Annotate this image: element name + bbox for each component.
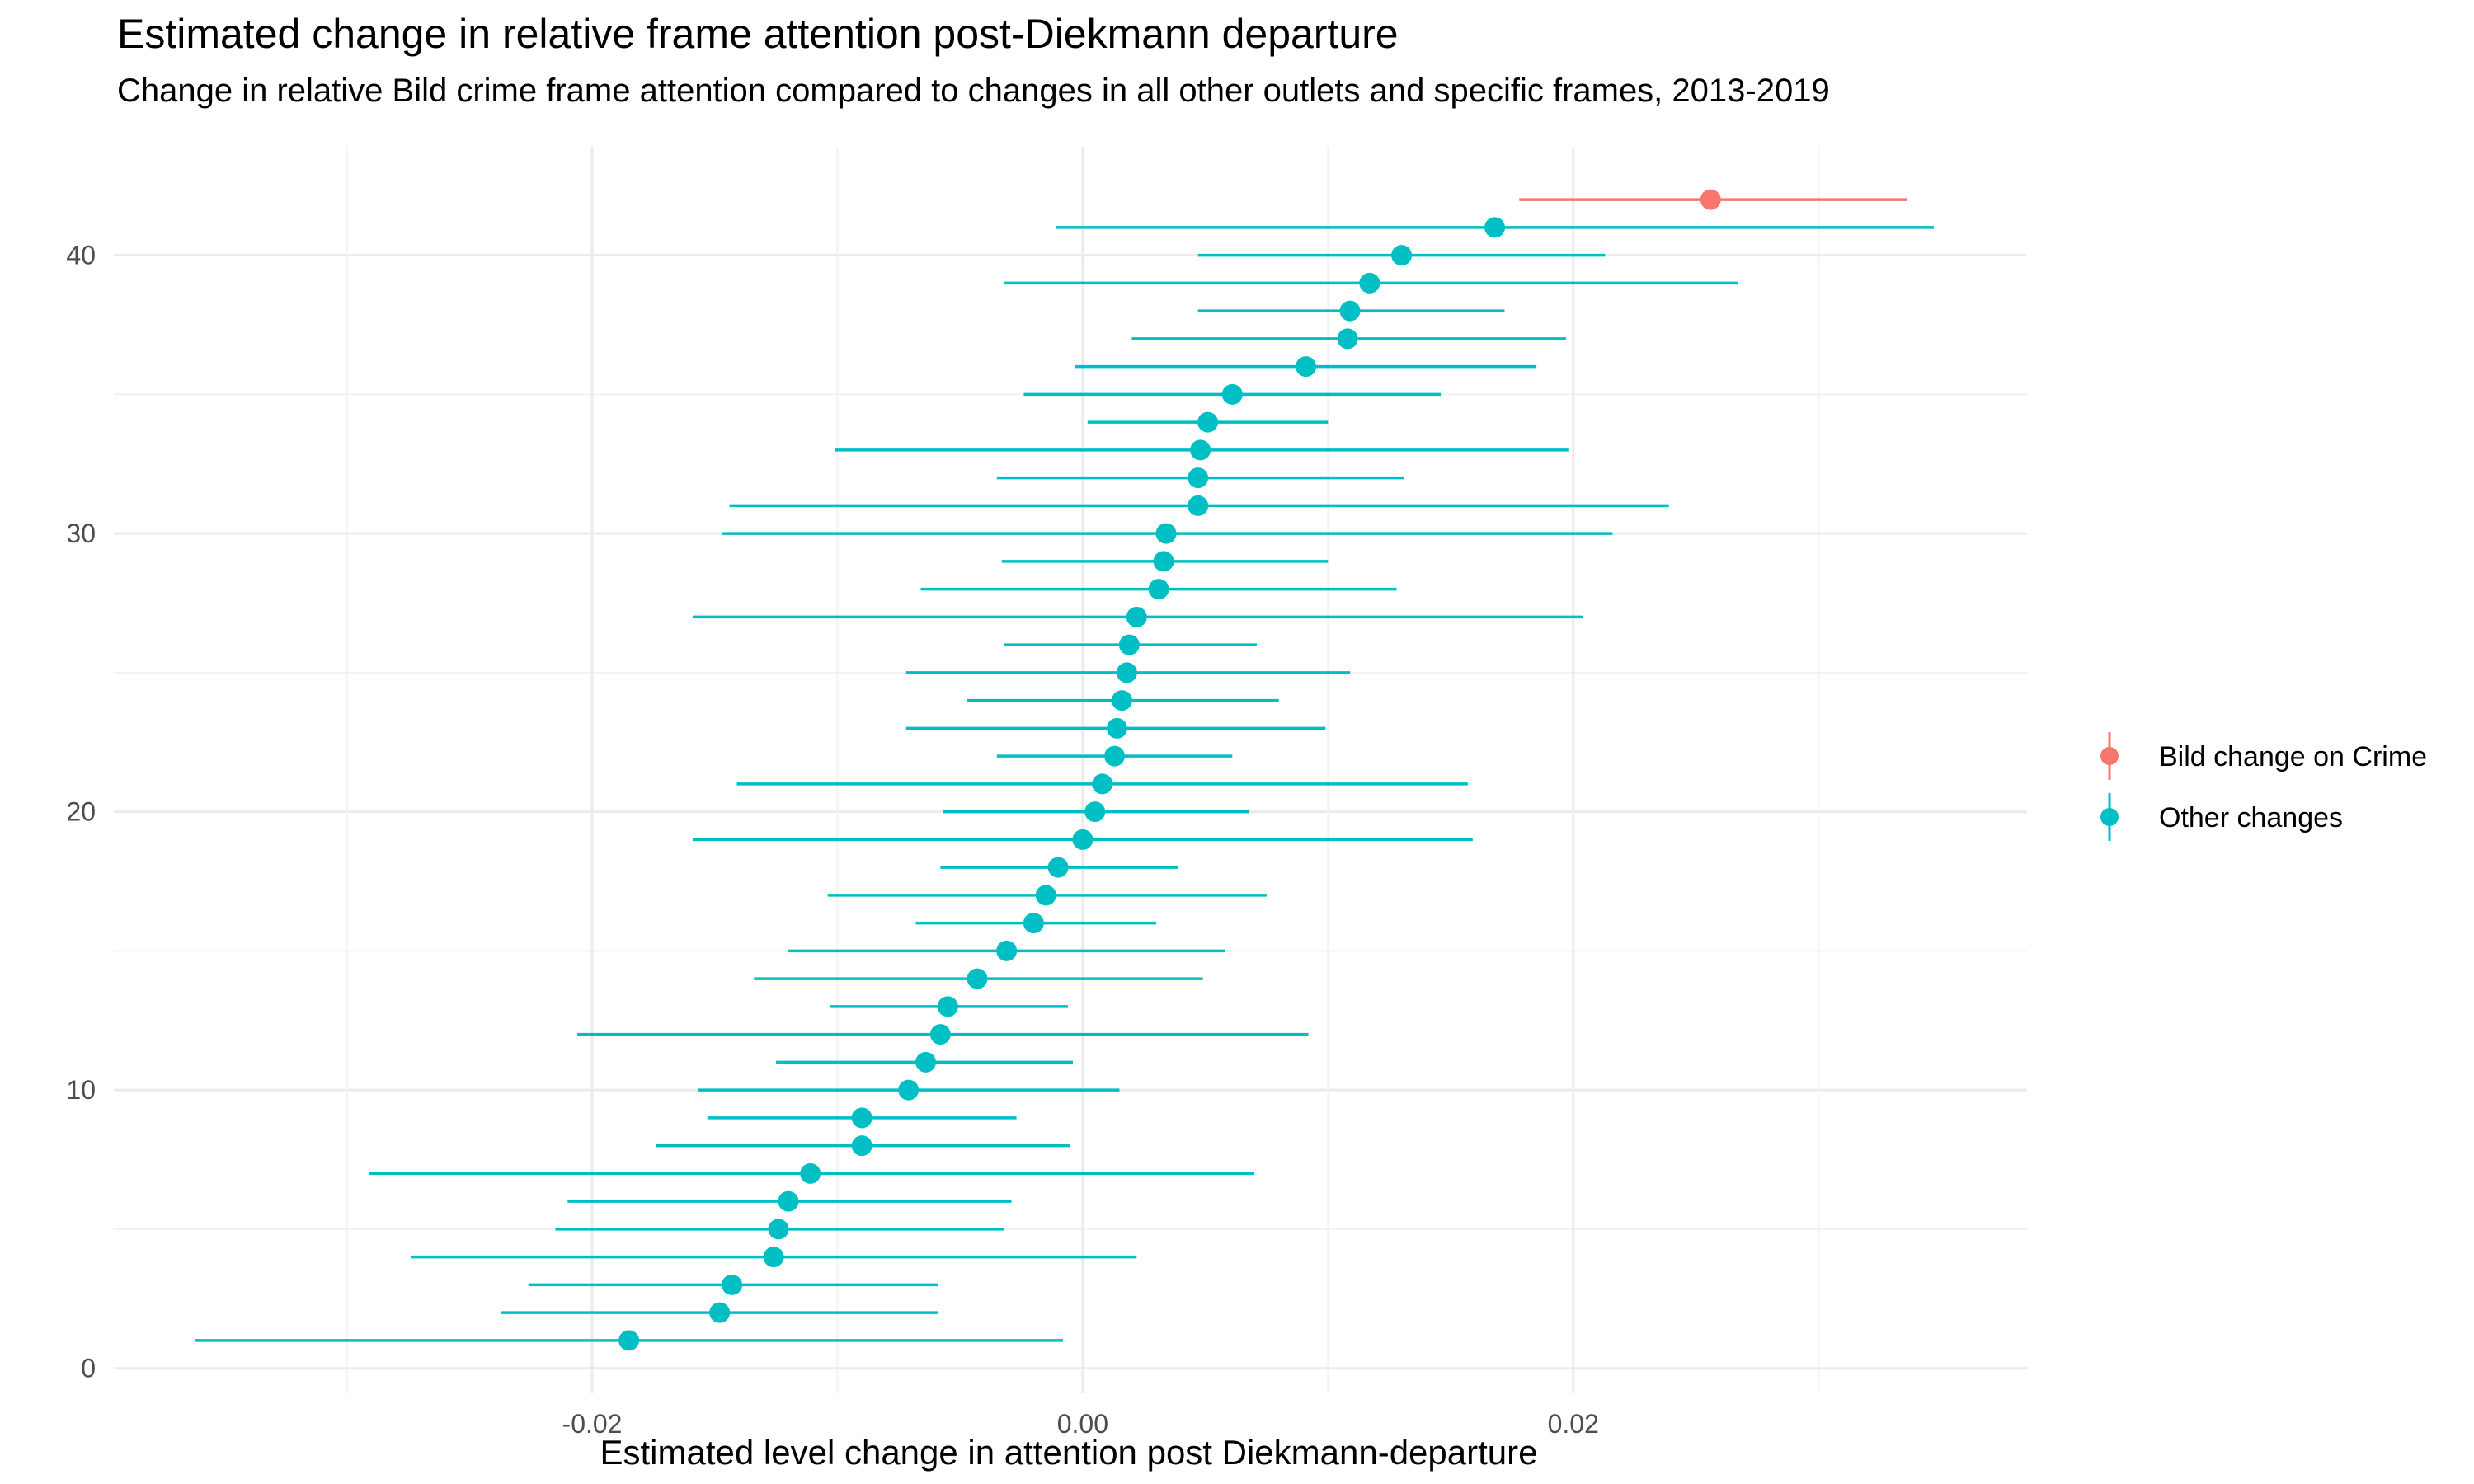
data-point [1188, 495, 1209, 516]
data-point [1107, 717, 1128, 739]
grid-layer [114, 147, 2027, 1393]
y-tick-label: 10 [66, 1075, 96, 1105]
x-tick-label: 0.00 [1057, 1409, 1108, 1439]
axis-layer: Estimated level change in attention post… [66, 241, 1598, 1472]
data-point [800, 1162, 821, 1184]
legend-label: Bild change on Crime [2159, 741, 2427, 773]
data-point [1023, 913, 1044, 934]
x-tick-label: -0.02 [562, 1409, 623, 1439]
data-layer [195, 189, 1934, 1351]
data-point [1035, 885, 1056, 906]
x-tick-label: 0.02 [1548, 1409, 1599, 1439]
y-tick-label: 30 [66, 519, 96, 548]
data-point [778, 1190, 799, 1212]
data-point [898, 1079, 920, 1101]
data-point [1188, 467, 1209, 489]
data-point [1190, 439, 1211, 461]
data-point [1359, 272, 1380, 294]
data-point [1700, 189, 1721, 210]
data-point [1126, 606, 1147, 627]
legend-item-bild-change: Bild change on Crime [2100, 732, 2427, 780]
data-point [851, 1107, 872, 1129]
data-point [722, 1274, 743, 1295]
data-point [1111, 690, 1132, 711]
data-point [709, 1302, 731, 1323]
data-point [1118, 634, 1140, 655]
data-point [763, 1247, 784, 1268]
data-point [1155, 523, 1177, 544]
data-point [618, 1330, 640, 1351]
legend-key-dot [2100, 747, 2119, 765]
y-tick-label: 40 [66, 241, 96, 270]
data-point [1148, 579, 1169, 600]
y-tick-label: 20 [66, 797, 96, 827]
legend-key-dot [2100, 808, 2119, 826]
data-point [1153, 551, 1174, 572]
data-point [937, 996, 958, 1017]
legend-label: Other changes [2159, 802, 2343, 834]
data-point [1339, 300, 1361, 322]
x-axis-title: Estimated level change in attention post… [600, 1433, 1538, 1472]
chart-subtitle: Change in relative Bild crime frame atte… [117, 73, 1830, 109]
y-tick-label: 0 [81, 1354, 96, 1383]
data-point [1072, 829, 1094, 850]
legend: Bild change on Crime Other changes [2100, 732, 2427, 841]
data-point [1104, 745, 1126, 767]
data-point [967, 968, 988, 989]
legend-item-other-changes: Other changes [2100, 793, 2343, 841]
data-point [1084, 801, 1106, 823]
data-point [1296, 356, 1317, 378]
data-point [1047, 857, 1069, 878]
data-point [851, 1135, 872, 1157]
data-point [996, 940, 1018, 961]
data-point [1221, 383, 1243, 405]
data-point [1092, 773, 1113, 795]
data-point [1484, 217, 1506, 238]
data-point [915, 1051, 937, 1073]
data-point [929, 1024, 951, 1045]
chart-title: Estimated change in relative frame atten… [117, 11, 1399, 57]
data-point [1197, 411, 1219, 433]
data-point [1116, 662, 1137, 683]
data-point [1337, 328, 1358, 350]
data-point [1391, 245, 1413, 266]
data-point [768, 1219, 789, 1240]
